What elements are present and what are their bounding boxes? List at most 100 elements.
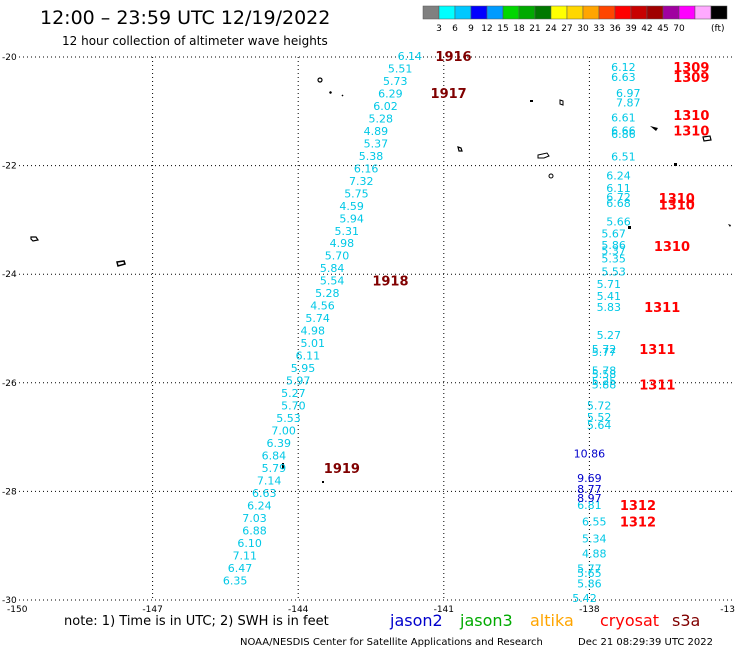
swh-value-cryosat: 5.64: [587, 419, 612, 432]
swh-value-cryosat: 5.72: [587, 400, 612, 413]
swh-value-s3a: 6.29: [378, 87, 403, 100]
colorbar-tick: 70: [673, 24, 685, 34]
swh-value-s3a: 7.11: [233, 549, 258, 562]
swh-value-s3a: 4.59: [339, 200, 364, 213]
islands: [30, 77, 731, 483]
swh-value-jason2: 8.97: [577, 492, 602, 505]
pass-labels: 1916191719181919130913091310131013101310…: [324, 50, 710, 530]
swh-value-cryosat: 5.27: [597, 329, 622, 342]
swh-value-cryosat: 6.55: [582, 515, 607, 528]
colorbar-swatch: [566, 5, 584, 20]
swh-value-cryosat: 5.25: [592, 375, 617, 388]
swh-value-cryosat: 6.61: [611, 111, 636, 124]
legend-s3a: s3a: [672, 611, 700, 630]
swh-value-cryosat: 6.11: [606, 182, 631, 195]
pass-number-label: 1311: [639, 343, 675, 358]
pass-number-label: 1310: [659, 199, 695, 214]
island: [341, 94, 344, 97]
swh-value-s3a: 4.98: [301, 325, 326, 338]
swh-value-cryosat: 5.71: [597, 278, 622, 291]
island: [116, 260, 126, 267]
swh-value-s3a: 5.84: [320, 262, 345, 275]
swh-value-s3a: 5.70: [281, 400, 306, 413]
swh-value-cryosat: 5.86: [601, 239, 626, 252]
swh-value-cryosat: 6.12: [611, 61, 636, 74]
swh-value-s3a: 5.79: [262, 462, 287, 475]
colorbar-tick: 21: [529, 24, 540, 34]
swh-value-s3a: 6.16: [354, 162, 379, 175]
island: [317, 77, 323, 83]
satellite-legend: jason2 jason3 altika cryosat s3a: [389, 611, 700, 630]
swh-value-cryosat: 5.42: [572, 592, 597, 605]
pass-number-label: 1917: [431, 87, 467, 102]
swh-value-s3a: 5.53: [276, 412, 301, 425]
colorbar-swatch: [518, 5, 536, 20]
swh-value-cryosat: 6.51: [611, 150, 636, 163]
swh-value-s3a: 7.32: [349, 175, 374, 188]
swh-value-cryosat: 5.88: [592, 378, 617, 391]
x-axis: -150 -147 -144 -141 -138 -13: [7, 605, 735, 615]
chart-title: 12:00 – 23:59 UTC 12/19/2022: [40, 7, 330, 29]
x-tick-label: -141: [434, 605, 454, 615]
pass-number-label: 1311: [644, 301, 680, 316]
x-tick-label: -147: [142, 605, 162, 615]
swh-value-s3a: 5.28: [315, 287, 340, 300]
y-tick-label: -28: [2, 487, 17, 497]
swh-value-s3a: 5.94: [339, 212, 364, 225]
swh-value-s3a: 6.10: [237, 537, 262, 550]
colorbar-tick: 24: [545, 24, 557, 34]
y-tick-label: -30: [2, 596, 17, 606]
colorbar-swatch: [710, 5, 728, 20]
swh-value-s3a: 6.88: [242, 524, 267, 537]
island: [728, 224, 731, 227]
colorbar-swatch: [550, 5, 568, 20]
swh-value-cryosat: 6.97: [616, 87, 641, 100]
colorbar-swatch: [694, 5, 712, 20]
swh-value-cryosat: 6.86: [611, 128, 636, 141]
swh-value-cryosat: 6.66: [611, 124, 636, 137]
pass-number-label: 1312: [620, 499, 656, 514]
swh-value-cryosat: 6.68: [606, 197, 631, 210]
colorbar-tick: 36: [609, 24, 621, 34]
footer-timestamp: Dec 21 08:29:39 UTC 2022: [578, 637, 713, 648]
island: [537, 152, 550, 159]
colorbar-tick: 33: [593, 24, 604, 34]
swh-value-s3a: 7.14: [257, 475, 282, 488]
swh-value-cryosat: 5.35: [601, 252, 626, 265]
x-tick-label: -13: [720, 605, 735, 615]
colorbar-tick: 39: [625, 24, 637, 34]
swh-value-s3a: 5.75: [344, 187, 369, 200]
swh-value-cryosat: 5.37: [601, 244, 626, 257]
swh-points: 6.145.515.736.296.025.284.895.375.386.16…: [223, 50, 641, 605]
colorbar-swatch: [534, 5, 552, 20]
swh-value-cryosat: 6.72: [606, 191, 631, 204]
island: [702, 135, 712, 142]
colorbar: 3 6 9 12 15 18 21 24 27 30 33 36 39 42 45 70: [422, 5, 728, 34]
island: [30, 236, 39, 242]
x-tick-label: -150: [7, 605, 28, 615]
swh-value-cryosat: 4.88: [582, 547, 607, 560]
colorbar-swatch: [486, 5, 504, 20]
legend-jason3: jason3: [459, 611, 513, 630]
swh-value-s3a: 7.03: [242, 512, 267, 525]
x-tick-label: -144: [288, 605, 309, 615]
island: [457, 146, 463, 152]
swh-value-s3a: 6.84: [262, 450, 287, 463]
swh-value-cryosat: 5.52: [587, 411, 612, 424]
swh-value-cryosat: 5.67: [601, 227, 626, 240]
swh-value-s3a: 4.89: [364, 125, 389, 138]
swh-value-s3a: 4.56: [310, 300, 335, 313]
island: [650, 126, 658, 131]
swh-value-s3a: 5.38: [359, 150, 384, 163]
colorbar-tick: 3: [436, 24, 442, 34]
footer-credit: NOAA/NESDIS Center for Satellite Applica…: [240, 637, 543, 648]
swh-value-s3a: 5.95: [291, 362, 316, 375]
swh-value-s3a: 6.11: [296, 350, 321, 363]
pass-number-label: 1310: [673, 109, 709, 124]
swh-value-cryosat: 6.63: [611, 71, 636, 84]
colorbar-swatch: [454, 5, 472, 20]
swh-value-s3a: 6.63: [252, 487, 277, 500]
island: [674, 163, 677, 166]
island: [548, 173, 554, 179]
colorbar-swatch: [630, 5, 648, 20]
